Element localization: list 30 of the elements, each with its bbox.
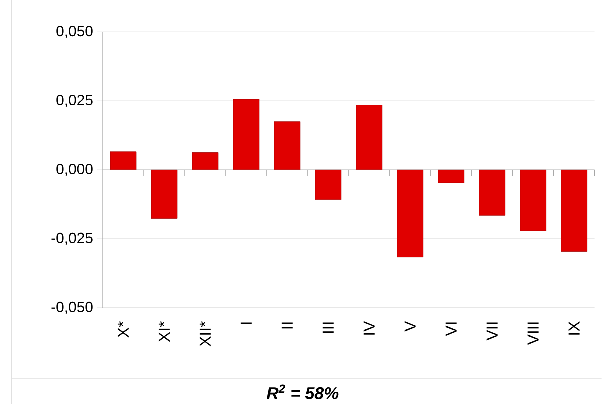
x-tick-label: VII: [486, 322, 498, 341]
x-tick-label: V: [404, 321, 416, 332]
x-tick-label: IV: [364, 321, 375, 335]
y-tick-label: 0,050: [56, 26, 93, 38]
x-tick-label: I: [240, 322, 252, 324]
x-tick-label: XII*: [200, 321, 211, 346]
x-tick-label: III: [322, 322, 334, 333]
x-tick-label: II: [282, 322, 293, 329]
x-tick-label: IX: [568, 321, 580, 335]
x-tick-label: VIII: [528, 322, 539, 345]
bar: [315, 170, 342, 200]
bar: [561, 170, 588, 252]
x-tick-label: XI*: [158, 321, 170, 342]
x-tick-label: X*: [118, 321, 129, 338]
x-tick-label: VI: [446, 322, 457, 336]
y-tick-label: 0,000: [56, 164, 93, 176]
y-tick-label: 0,025: [56, 94, 93, 108]
y-tick-label: -0,050: [52, 302, 93, 314]
bar: [151, 170, 178, 219]
bar: [479, 170, 506, 216]
bar: [438, 170, 465, 184]
y-tick-label: -0,025: [52, 232, 93, 246]
bar: [274, 122, 301, 170]
text: R$^{2}$ = 58%: [266, 384, 339, 400]
bar: [520, 170, 547, 232]
bar: [110, 152, 137, 170]
bar: [356, 104, 383, 170]
bar: [192, 152, 219, 170]
bar: [397, 170, 424, 258]
bar: [233, 99, 260, 170]
